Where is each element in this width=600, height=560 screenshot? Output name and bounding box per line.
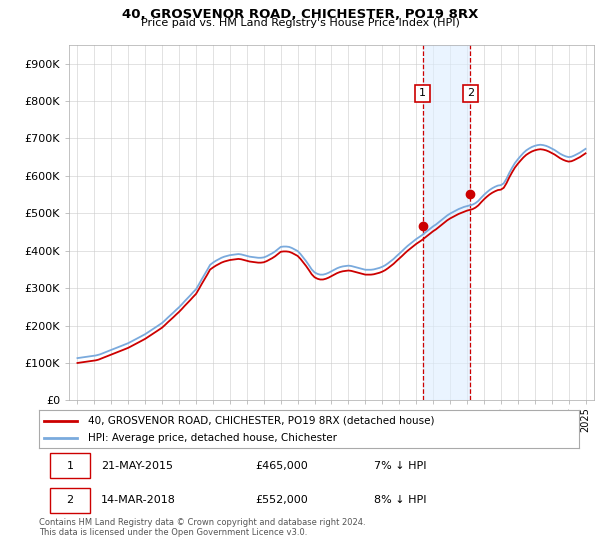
Text: 2: 2 (67, 496, 74, 505)
Bar (50, 488, 90, 512)
Text: £552,000: £552,000 (255, 496, 308, 505)
Text: 40, GROSVENOR ROAD, CHICHESTER, PO19 8RX: 40, GROSVENOR ROAD, CHICHESTER, PO19 8RX (122, 8, 478, 21)
Text: 14-MAR-2018: 14-MAR-2018 (101, 496, 176, 505)
Text: 21-MAY-2015: 21-MAY-2015 (101, 461, 173, 470)
Text: Contains HM Land Registry data © Crown copyright and database right 2024.
This d: Contains HM Land Registry data © Crown c… (39, 518, 365, 538)
Text: 1: 1 (419, 88, 426, 99)
Text: 8% ↓ HPI: 8% ↓ HPI (374, 496, 426, 505)
Bar (422, 45, 470, 400)
Text: 1: 1 (67, 461, 74, 470)
Text: 2: 2 (467, 88, 474, 99)
Text: Price paid vs. HM Land Registry's House Price Index (HPI): Price paid vs. HM Land Registry's House … (140, 18, 460, 29)
Text: HPI: Average price, detached house, Chichester: HPI: Average price, detached house, Chic… (88, 433, 337, 444)
Text: £465,000: £465,000 (255, 461, 308, 470)
Bar (50, 454, 90, 478)
Text: 40, GROSVENOR ROAD, CHICHESTER, PO19 8RX (detached house): 40, GROSVENOR ROAD, CHICHESTER, PO19 8RX… (88, 416, 434, 426)
Text: 7% ↓ HPI: 7% ↓ HPI (374, 461, 426, 470)
